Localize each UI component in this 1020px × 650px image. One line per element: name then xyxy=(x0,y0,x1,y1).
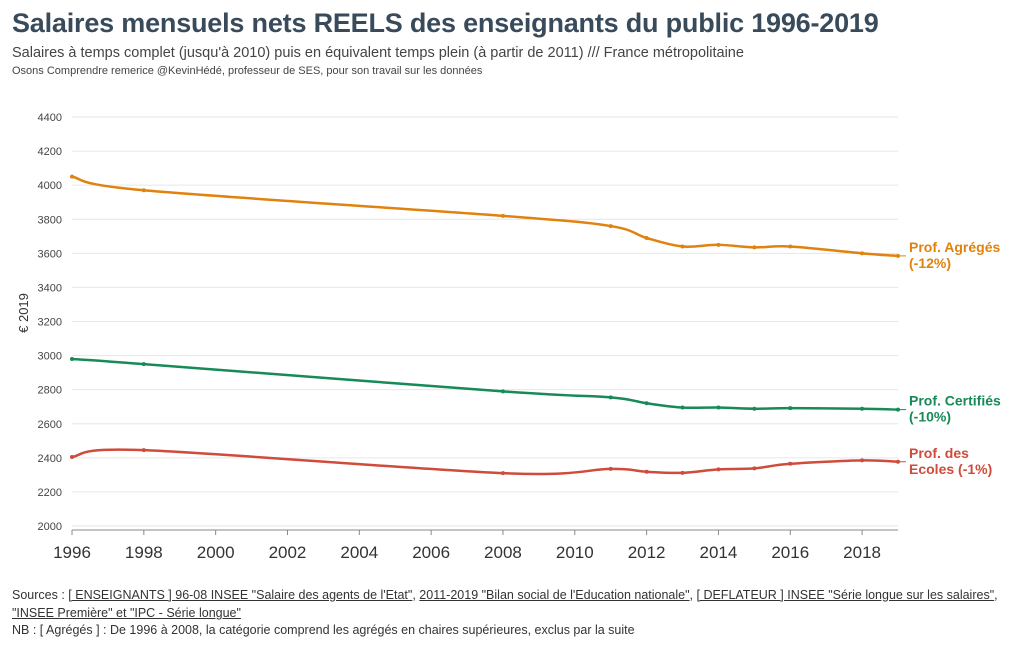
source-link-insee-agents[interactable]: [ ENSEIGNANTS ] 96-08 INSEE "Salaire des… xyxy=(68,588,413,602)
y-tick-label: 3400 xyxy=(38,282,62,294)
x-axis: 1996 1998 2000 2002 2004 2006 2008 2010 2012 2014… xyxy=(53,529,898,562)
data-point xyxy=(860,458,865,463)
source-separator: , xyxy=(689,588,697,602)
y-tick-label: 2600 xyxy=(38,419,62,431)
grid-lines xyxy=(72,116,898,527)
series-line xyxy=(71,357,899,411)
y-tick-label: 2200 xyxy=(38,487,62,499)
series-label: Prof. des xyxy=(909,445,969,461)
x-tick-label: 2010 xyxy=(556,543,594,562)
data-point xyxy=(141,362,146,367)
x-tick-label: 1998 xyxy=(125,543,163,562)
chart-title: Salaires mensuels nets REELS des enseign… xyxy=(12,8,879,38)
data-point xyxy=(752,406,757,411)
x-tick-label: 2002 xyxy=(269,543,307,562)
x-tick-label: 2004 xyxy=(340,543,378,562)
sources-prefix: Sources : xyxy=(12,588,69,602)
source-separator: , xyxy=(412,588,420,602)
series-label: (-10%) xyxy=(909,409,951,425)
data-point xyxy=(141,188,146,193)
data-point xyxy=(70,174,74,179)
data-point xyxy=(680,405,685,410)
series-group xyxy=(70,174,900,476)
data-point xyxy=(500,389,505,394)
data-point xyxy=(608,395,613,400)
data-point xyxy=(716,405,721,410)
x-tick-label: 2016 xyxy=(771,543,809,562)
data-point xyxy=(644,235,649,240)
y-tick-label: 3000 xyxy=(38,351,62,363)
data-point xyxy=(680,244,685,249)
data-point xyxy=(860,406,865,411)
y-axis-label: € 2019 xyxy=(16,293,31,333)
series-label: (-12%) xyxy=(909,255,951,271)
data-point xyxy=(788,406,793,411)
y-tick-label: 2400 xyxy=(38,453,62,465)
y-axis: 2000 2200 2400 2600 2800 3000 3200 3400 3600 3800… xyxy=(38,112,62,533)
data-point xyxy=(752,466,757,471)
data-point xyxy=(716,242,721,247)
y-tick-label: 3200 xyxy=(38,317,62,329)
chart-subtitle: Salaires à temps complet (jusqu'à 2010) … xyxy=(12,45,744,61)
y-tick-label: 4200 xyxy=(38,146,62,158)
series-label: Prof. Certifiés xyxy=(909,393,1001,409)
x-tick-label: 2018 xyxy=(843,543,881,562)
series-line xyxy=(71,175,899,258)
x-tick-label: 2000 xyxy=(197,543,235,562)
data-point xyxy=(500,471,505,476)
data-point xyxy=(716,467,721,472)
data-point xyxy=(896,253,900,258)
data-point xyxy=(644,401,649,406)
series-labels: Prof. Agrégés(-12%) Prof. Certifiés(-10%)… xyxy=(900,239,1001,477)
data-point xyxy=(788,461,793,466)
y-tick-label: 3600 xyxy=(38,248,62,260)
data-point xyxy=(70,454,74,459)
line-chart: 2000 2200 2400 2600 2800 3000 3200 3400 3600 3800… xyxy=(16,112,1001,562)
source-link-bilan-social[interactable]: 2011-2019 "Bilan social de l'Education n… xyxy=(419,588,690,602)
footnote: NB : [ Agrégés ] : De 1996 à 2008, la ca… xyxy=(12,623,635,637)
x-tick-label: 2012 xyxy=(628,543,666,562)
x-tick-label: 2014 xyxy=(700,543,738,562)
series-line xyxy=(71,448,899,476)
series-label: Prof. Agrégés xyxy=(909,239,1000,255)
chart-credit: Osons Comprendre remerice @KevinHédé, pr… xyxy=(12,65,483,77)
data-point xyxy=(752,245,757,250)
sources-footer: Sources : [ ENSEIGNANTS ] 96-08 INSEE "S… xyxy=(12,586,1012,622)
data-point xyxy=(141,448,146,453)
y-tick-label: 2800 xyxy=(38,385,62,397)
data-point xyxy=(680,470,685,475)
x-tick-label: 2008 xyxy=(484,543,522,562)
data-point xyxy=(896,459,900,464)
data-point xyxy=(860,251,865,256)
x-tick-label: 1996 xyxy=(53,543,91,562)
y-tick-label: 4000 xyxy=(38,180,62,192)
y-tick-label: 3800 xyxy=(38,214,62,226)
source-separator: , xyxy=(994,588,998,602)
y-tick-label: 2000 xyxy=(38,521,62,533)
data-point xyxy=(500,213,505,218)
data-point xyxy=(896,407,900,412)
y-tick-label: 4400 xyxy=(38,112,62,124)
data-point xyxy=(608,224,613,229)
x-tick-label: 2006 xyxy=(412,543,450,562)
data-point xyxy=(608,466,613,471)
source-link-deflateur[interactable]: [ DEFLATEUR ] INSEE "Série longue sur le… xyxy=(696,588,995,602)
source-link-insee-premiere[interactable]: "INSEE Première" et "IPC - Série longue" xyxy=(12,606,241,620)
data-point xyxy=(788,244,793,249)
data-point xyxy=(70,356,74,361)
data-point xyxy=(644,469,649,474)
series-label: Ecoles (-1%) xyxy=(909,461,992,477)
